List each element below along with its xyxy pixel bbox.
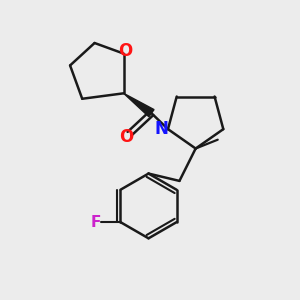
- Polygon shape: [124, 93, 154, 117]
- Text: O: O: [118, 42, 132, 60]
- Text: F: F: [91, 214, 101, 230]
- Text: O: O: [119, 128, 134, 146]
- Text: N: N: [154, 120, 168, 138]
